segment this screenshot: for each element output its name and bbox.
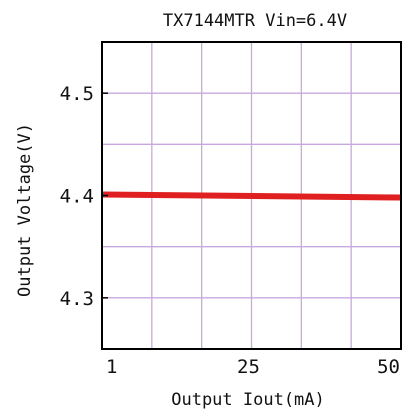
y-axis-ticks: 4.3 4.4 4.5 (60, 83, 108, 310)
chart-title: TX7144MTR Vin=6.4V (163, 11, 347, 31)
x-axis-ticks: 1 25 50 (106, 356, 400, 378)
x-tick-label: 1 (106, 356, 117, 378)
series-line (101, 191, 402, 201)
x-axis-label: Output Iout(mA) (171, 390, 325, 410)
y-tick-label: 4.3 (60, 288, 94, 310)
x-tick-label: 25 (237, 356, 260, 378)
x-tick-label: 50 (377, 356, 400, 378)
y-tick-label: 4.5 (60, 83, 94, 105)
series-group (101, 191, 402, 201)
y-axis-label: Output Voltage(V) (15, 123, 35, 297)
y-tick-label: 4.4 (60, 186, 94, 208)
